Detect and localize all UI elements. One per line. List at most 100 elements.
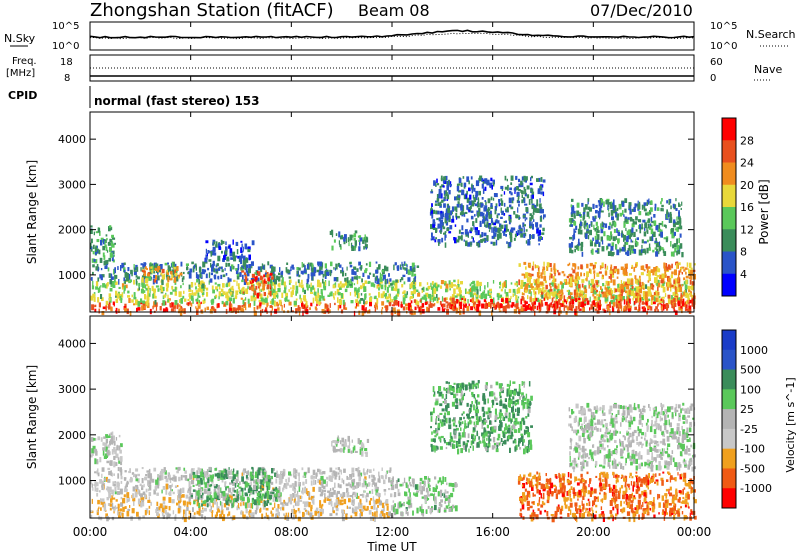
range-cell <box>291 290 294 295</box>
range-cell <box>354 230 358 234</box>
range-cell <box>188 486 192 490</box>
range-cell <box>114 267 116 274</box>
range-cell <box>523 227 525 233</box>
range-cell <box>689 274 691 278</box>
range-cell <box>669 213 672 218</box>
range-cell <box>524 189 527 195</box>
range-cell <box>182 487 185 493</box>
range-cell <box>450 210 452 216</box>
range-cell <box>276 514 279 519</box>
range-cell <box>604 263 607 270</box>
range-cell <box>591 278 595 285</box>
range-cell <box>377 504 379 508</box>
range-cell <box>566 290 569 292</box>
range-cell <box>118 511 121 518</box>
range-cell <box>647 268 649 272</box>
range-cell <box>191 290 194 296</box>
range-cell <box>355 301 359 307</box>
range-cell <box>616 228 618 233</box>
range-cell <box>203 269 207 273</box>
range-cell <box>648 226 652 230</box>
range-cell <box>295 290 297 296</box>
range-cell <box>161 489 163 494</box>
range-cell <box>265 280 268 285</box>
range-cell <box>444 178 446 183</box>
range-cell <box>661 221 664 227</box>
range-cell <box>128 470 131 474</box>
range-cell <box>93 259 96 262</box>
range-cell <box>558 306 561 313</box>
range-cell <box>655 237 657 242</box>
range-cell <box>316 269 319 273</box>
range-cell <box>529 296 532 303</box>
range-cell <box>248 280 251 285</box>
range-cell <box>152 265 154 271</box>
range-cell <box>365 508 368 511</box>
range-cell <box>111 489 114 494</box>
range-cell <box>195 493 198 500</box>
range-cell <box>108 433 111 437</box>
range-cell <box>616 249 620 256</box>
range-cell <box>182 475 186 478</box>
range-cell <box>176 266 179 271</box>
range-cell <box>476 190 479 197</box>
range-cell <box>673 231 676 236</box>
range-cell <box>372 496 375 502</box>
range-cell <box>393 301 395 307</box>
range-cell <box>598 296 600 301</box>
range-cell <box>566 275 570 279</box>
range-cell <box>174 291 177 296</box>
range-cell <box>162 308 166 313</box>
range-cell <box>551 297 554 303</box>
range-cell <box>279 267 281 272</box>
range-cell <box>235 241 239 246</box>
range-cell <box>630 231 634 236</box>
range-cell <box>549 272 552 277</box>
range-cell <box>412 293 414 299</box>
range-cell <box>119 488 123 495</box>
range-cell <box>381 502 385 508</box>
station-title: Zhongshan Station (fitACF) <box>90 0 334 21</box>
range-cell <box>530 188 534 192</box>
range-cell <box>225 292 228 299</box>
range-cell <box>568 278 570 284</box>
range-cell <box>178 299 181 303</box>
range-cell <box>371 483 373 487</box>
range-cell <box>378 500 382 506</box>
range-cell <box>547 305 549 309</box>
range-cell <box>485 224 487 228</box>
range-cell <box>242 246 244 252</box>
range-cell <box>532 261 535 266</box>
range-cell <box>208 250 212 253</box>
range-cell <box>518 308 521 312</box>
range-cell <box>212 501 214 508</box>
range-cell <box>101 473 103 478</box>
range-cell <box>610 231 612 236</box>
range-cell <box>141 277 144 283</box>
range-cell <box>454 206 457 211</box>
range-cell <box>444 194 446 200</box>
noise-sky-trace <box>89 29 695 39</box>
range-cell <box>156 511 159 516</box>
range-cell <box>114 278 116 283</box>
range-cell <box>252 515 254 518</box>
range-cell <box>288 497 291 502</box>
range-cell <box>539 308 542 312</box>
range-cell <box>476 280 479 287</box>
range-cell <box>177 276 180 279</box>
range-cell <box>446 181 448 186</box>
range-cell <box>632 297 634 301</box>
range-cell <box>455 216 458 220</box>
range-cell <box>604 223 608 228</box>
range-cell <box>301 301 304 307</box>
range-cell <box>96 510 99 516</box>
range-cell <box>676 216 678 221</box>
range-cell <box>378 287 380 291</box>
range-cell <box>374 502 376 506</box>
range-cell <box>489 210 492 215</box>
range-cell <box>350 515 353 518</box>
range-cell <box>506 304 510 309</box>
range-cell <box>554 278 557 282</box>
range-cell <box>388 273 390 277</box>
range-cell <box>604 287 607 290</box>
